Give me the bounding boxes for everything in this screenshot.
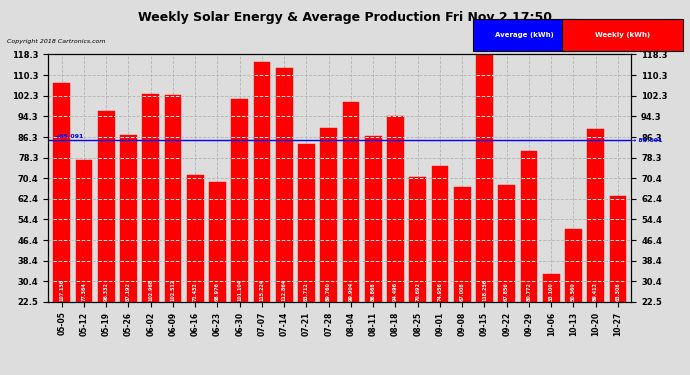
Text: Average (kWh): Average (kWh) — [495, 32, 554, 38]
Bar — [209, 182, 226, 302]
Bar — [187, 176, 204, 302]
Bar — [53, 83, 70, 302]
Bar — [610, 196, 627, 302]
Text: 68.976: 68.976 — [215, 282, 220, 301]
Bar — [565, 230, 582, 302]
Bar — [432, 166, 448, 302]
Bar — [120, 135, 137, 302]
Bar — [587, 129, 604, 302]
Bar — [320, 128, 337, 302]
Text: 71.432: 71.432 — [193, 282, 197, 301]
Text: 94.496: 94.496 — [393, 282, 398, 301]
Text: 80.772: 80.772 — [526, 282, 531, 301]
Text: 96.332: 96.332 — [104, 282, 108, 301]
Bar — [343, 102, 359, 302]
Text: 77.364: 77.364 — [81, 282, 86, 301]
Text: 83.712: 83.712 — [304, 282, 309, 301]
Bar — [409, 177, 426, 302]
Text: 74.956: 74.956 — [437, 282, 442, 301]
Text: 102.512: 102.512 — [170, 279, 175, 301]
Text: 50.560: 50.560 — [571, 282, 576, 301]
Text: 70.692: 70.692 — [415, 282, 420, 301]
Text: 101.104: 101.104 — [237, 279, 242, 301]
Text: 115.224: 115.224 — [259, 279, 264, 301]
Text: 87.192: 87.192 — [126, 282, 131, 301]
Text: Weekly Solar Energy & Average Production Fri Nov 2 17:50: Weekly Solar Energy & Average Production… — [138, 11, 552, 24]
Bar — [254, 62, 270, 302]
Text: Weekly (kWh): Weekly (kWh) — [595, 32, 650, 38]
Text: 118.256: 118.256 — [482, 279, 487, 301]
Bar — [142, 94, 159, 302]
Text: 99.904: 99.904 — [348, 282, 353, 301]
Bar — [276, 68, 293, 302]
Text: → 85.091: → 85.091 — [631, 138, 663, 142]
Text: 112.864: 112.864 — [282, 279, 286, 301]
Text: Copyright 2018 Cartronics.com: Copyright 2018 Cartronics.com — [7, 39, 106, 44]
Bar — [387, 116, 404, 302]
Bar — [76, 160, 92, 302]
Bar — [521, 152, 538, 302]
Text: 63.308: 63.308 — [615, 282, 620, 301]
Text: 89.412: 89.412 — [593, 282, 598, 301]
Bar — [476, 54, 493, 302]
Text: →85.091: →85.091 — [54, 134, 83, 139]
Bar — [165, 95, 181, 302]
Text: 86.868: 86.868 — [371, 282, 376, 301]
Text: 89.760: 89.760 — [326, 282, 331, 301]
Text: 107.136: 107.136 — [59, 279, 64, 301]
Bar — [454, 187, 471, 302]
Bar — [365, 136, 382, 302]
Text: 102.968: 102.968 — [148, 278, 153, 301]
Bar — [98, 111, 115, 302]
Text: 67.856: 67.856 — [504, 282, 509, 301]
Bar — [498, 185, 515, 302]
Text: 67.008: 67.008 — [460, 282, 465, 301]
Bar — [543, 274, 560, 302]
Text: 33.100: 33.100 — [549, 282, 554, 301]
Bar — [231, 99, 248, 302]
Bar — [298, 144, 315, 302]
